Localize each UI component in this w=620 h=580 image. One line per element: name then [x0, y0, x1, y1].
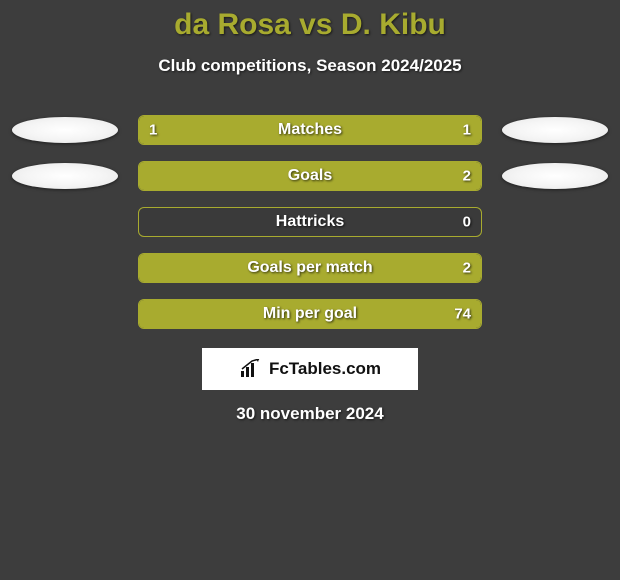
player-avatar-right [502, 117, 608, 143]
stat-bar: Goals 2 [138, 161, 482, 191]
stat-bar-label: Min per goal [263, 305, 357, 323]
stat-value-right: 0 [463, 214, 471, 231]
stat-row: Goals 2 [0, 160, 620, 192]
stat-bar: Hattricks 0 [138, 207, 482, 237]
stat-bar-label: Hattricks [276, 213, 344, 231]
brand-logo-text: FcTables.com [269, 359, 381, 379]
player-avatar-left [12, 117, 118, 143]
stat-bar: Min per goal 74 [138, 299, 482, 329]
stat-value-right: 1 [463, 122, 471, 139]
stat-row: Min per goal 74 [0, 298, 620, 330]
footer-date: 30 november 2024 [0, 404, 620, 424]
stat-bar: Matches 1 1 [138, 115, 482, 145]
stat-bar: Goals per match 2 [138, 253, 482, 283]
stat-bar-label: Goals per match [247, 259, 372, 277]
player-avatar-left [12, 163, 118, 189]
stat-value-right: 2 [463, 168, 471, 185]
brand-logo[interactable]: FcTables.com [202, 348, 418, 390]
stat-rows-container: Matches 1 1 Goals 2 Hattricks 0 Goals per match… [0, 114, 620, 330]
stat-value-left: 1 [149, 122, 157, 139]
comparison-widget: da Rosa vs D. Kibu Club competitions, Se… [0, 0, 620, 424]
stat-bar-label: Matches [278, 121, 342, 139]
stat-value-right: 2 [463, 260, 471, 277]
player-avatar-right [502, 163, 608, 189]
stat-row: Matches 1 1 [0, 114, 620, 146]
stat-row: Goals per match 2 [0, 252, 620, 284]
page-subtitle: Club competitions, Season 2024/2025 [0, 56, 620, 76]
chart-icon [239, 359, 263, 379]
stat-row: Hattricks 0 [0, 206, 620, 238]
stat-bar-label: Goals [288, 167, 332, 185]
stat-value-right: 74 [454, 306, 471, 323]
page-title: da Rosa vs D. Kibu [0, 8, 620, 42]
